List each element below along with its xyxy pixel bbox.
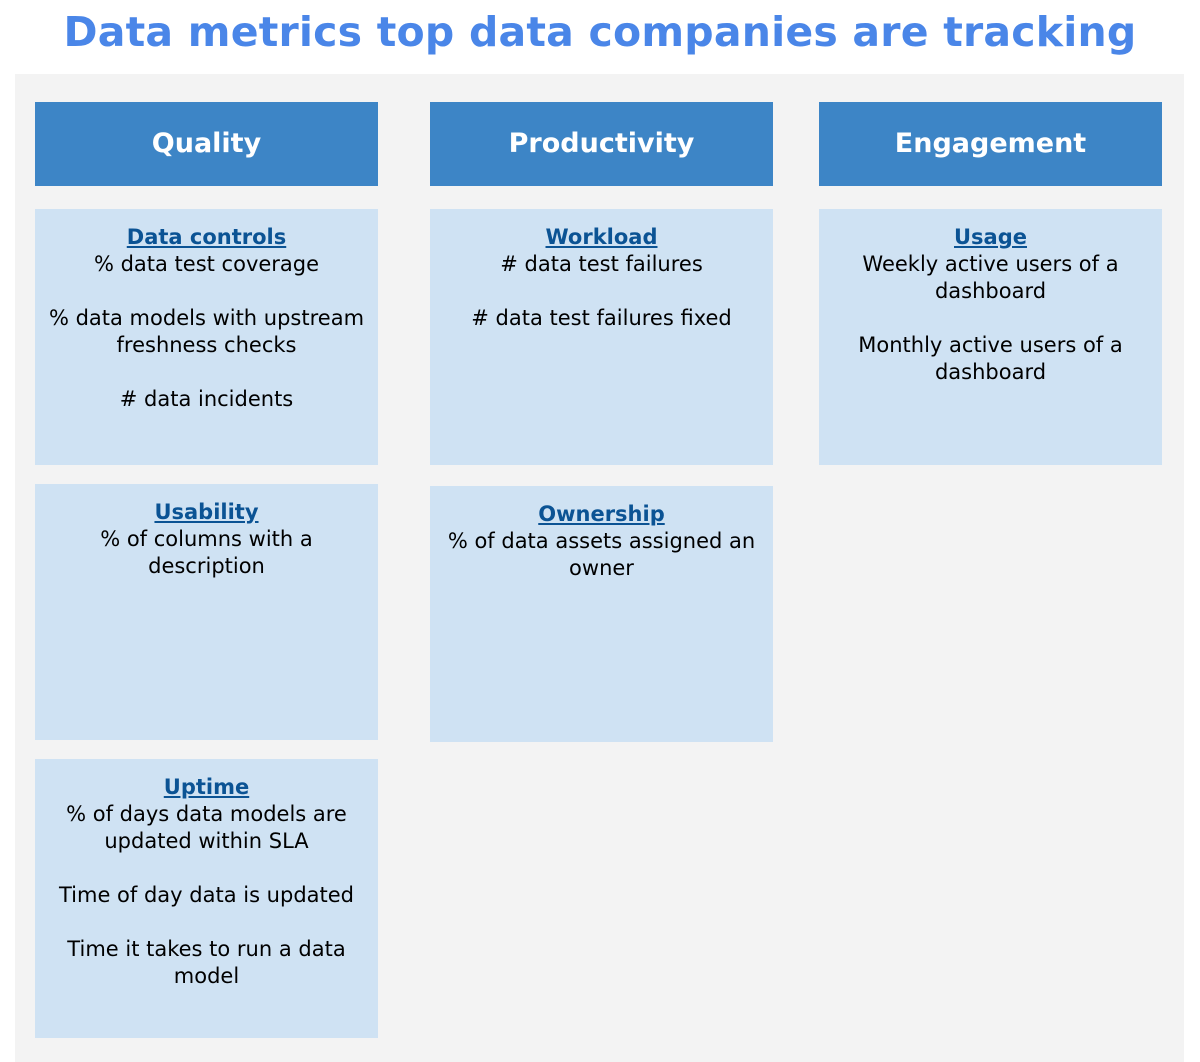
metric-item: # data incidents <box>119 387 294 411</box>
card-title-usage[interactable]: Usage <box>954 225 1027 249</box>
metric-item: Weekly active users of a dashboard <box>862 252 1119 303</box>
metric-item: # data test failures fixed <box>471 306 732 330</box>
card-title-usability[interactable]: Usability <box>154 500 259 524</box>
card-ownership: Ownership % of data assets assigned an o… <box>430 486 773 742</box>
metric-item: % of data assets assigned an owner <box>447 529 756 580</box>
card-title-data-controls[interactable]: Data controls <box>126 225 287 249</box>
card-uptime: Uptime % of days data models are updated… <box>35 759 378 1038</box>
metric-item: Monthly active users of a dashboard <box>858 333 1123 384</box>
column-header-quality: Quality <box>35 102 378 186</box>
metric-item: % data test coverage <box>93 252 320 276</box>
metric-item: % data models with upstream freshness ch… <box>48 306 365 357</box>
card-usage: Usage Weekly active users of a dashboard… <box>819 209 1162 465</box>
column-header-productivity: Productivity <box>430 102 773 186</box>
metric-item: % of columns with a description <box>100 527 313 578</box>
card-workload: Workload # data test failures # data tes… <box>430 209 773 465</box>
column-header-engagement: Engagement <box>819 102 1162 186</box>
metric-item: % of days data models are updated within… <box>66 802 347 853</box>
card-data-controls: Data controls % data test coverage % dat… <box>35 209 378 465</box>
metrics-panel: Quality Data controls % data test covera… <box>15 74 1184 1062</box>
card-title-uptime[interactable]: Uptime <box>163 775 250 799</box>
card-usability: Usability % of columns with a descriptio… <box>35 484 378 740</box>
metric-item: Time it takes to run a data model <box>67 937 346 988</box>
page-title: Data metrics top data companies are trac… <box>63 8 1137 56</box>
card-title-ownership[interactable]: Ownership <box>538 502 665 526</box>
metric-item: Time of day data is updated <box>58 883 355 907</box>
card-title-workload[interactable]: Workload <box>545 225 658 249</box>
metric-item: # data test failures <box>500 252 703 276</box>
